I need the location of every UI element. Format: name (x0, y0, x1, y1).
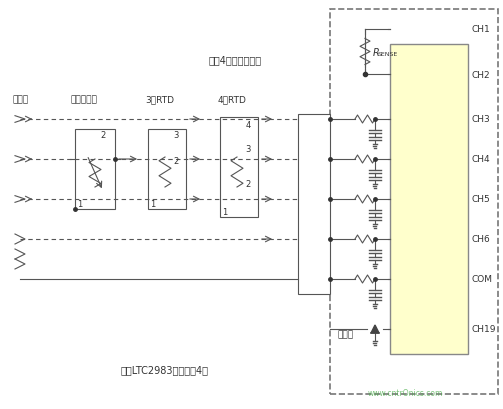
Text: CH5: CH5 (472, 195, 491, 204)
Text: 1: 1 (77, 200, 82, 209)
Text: 3: 3 (245, 145, 250, 154)
Text: 每個LTC2983連接多達4組: 每個LTC2983連接多達4組 (121, 364, 209, 374)
Text: 3: 3 (174, 130, 179, 139)
Text: 熱敏電阻器: 熱敏電阻器 (70, 95, 97, 104)
Text: CH6: CH6 (472, 235, 491, 244)
Bar (148, 130, 186, 209)
Text: CH19: CH19 (472, 325, 496, 334)
Text: 1: 1 (150, 200, 155, 209)
Bar (75, 130, 115, 209)
Text: 2: 2 (174, 157, 179, 166)
Text: 3線RTD: 3線RTD (145, 95, 174, 104)
Text: 2: 2 (101, 130, 106, 139)
Bar (220, 118, 258, 218)
Polygon shape (371, 325, 379, 333)
Bar (298, 115, 330, 294)
Text: CH4: CH4 (472, 155, 490, 164)
Text: 4線RTD: 4線RTD (218, 95, 247, 104)
Bar (390, 45, 468, 354)
Text: 1: 1 (222, 208, 228, 217)
Text: R: R (373, 47, 380, 57)
Text: SENSE: SENSE (378, 52, 398, 57)
Text: CH3: CH3 (472, 115, 491, 124)
Text: 所有4組傳感器共用: 所有4組傳感器共用 (208, 55, 262, 65)
Text: 冷接點: 冷接點 (338, 330, 354, 339)
Text: CH1: CH1 (472, 25, 491, 34)
Text: 2: 2 (245, 180, 250, 189)
Text: 熱電偶: 熱電偶 (12, 95, 28, 104)
Text: 4: 4 (245, 120, 250, 129)
Text: www.cntrOnics.com: www.cntrOnics.com (367, 388, 443, 397)
Text: CH2: CH2 (472, 70, 490, 79)
Text: COM: COM (472, 275, 493, 284)
